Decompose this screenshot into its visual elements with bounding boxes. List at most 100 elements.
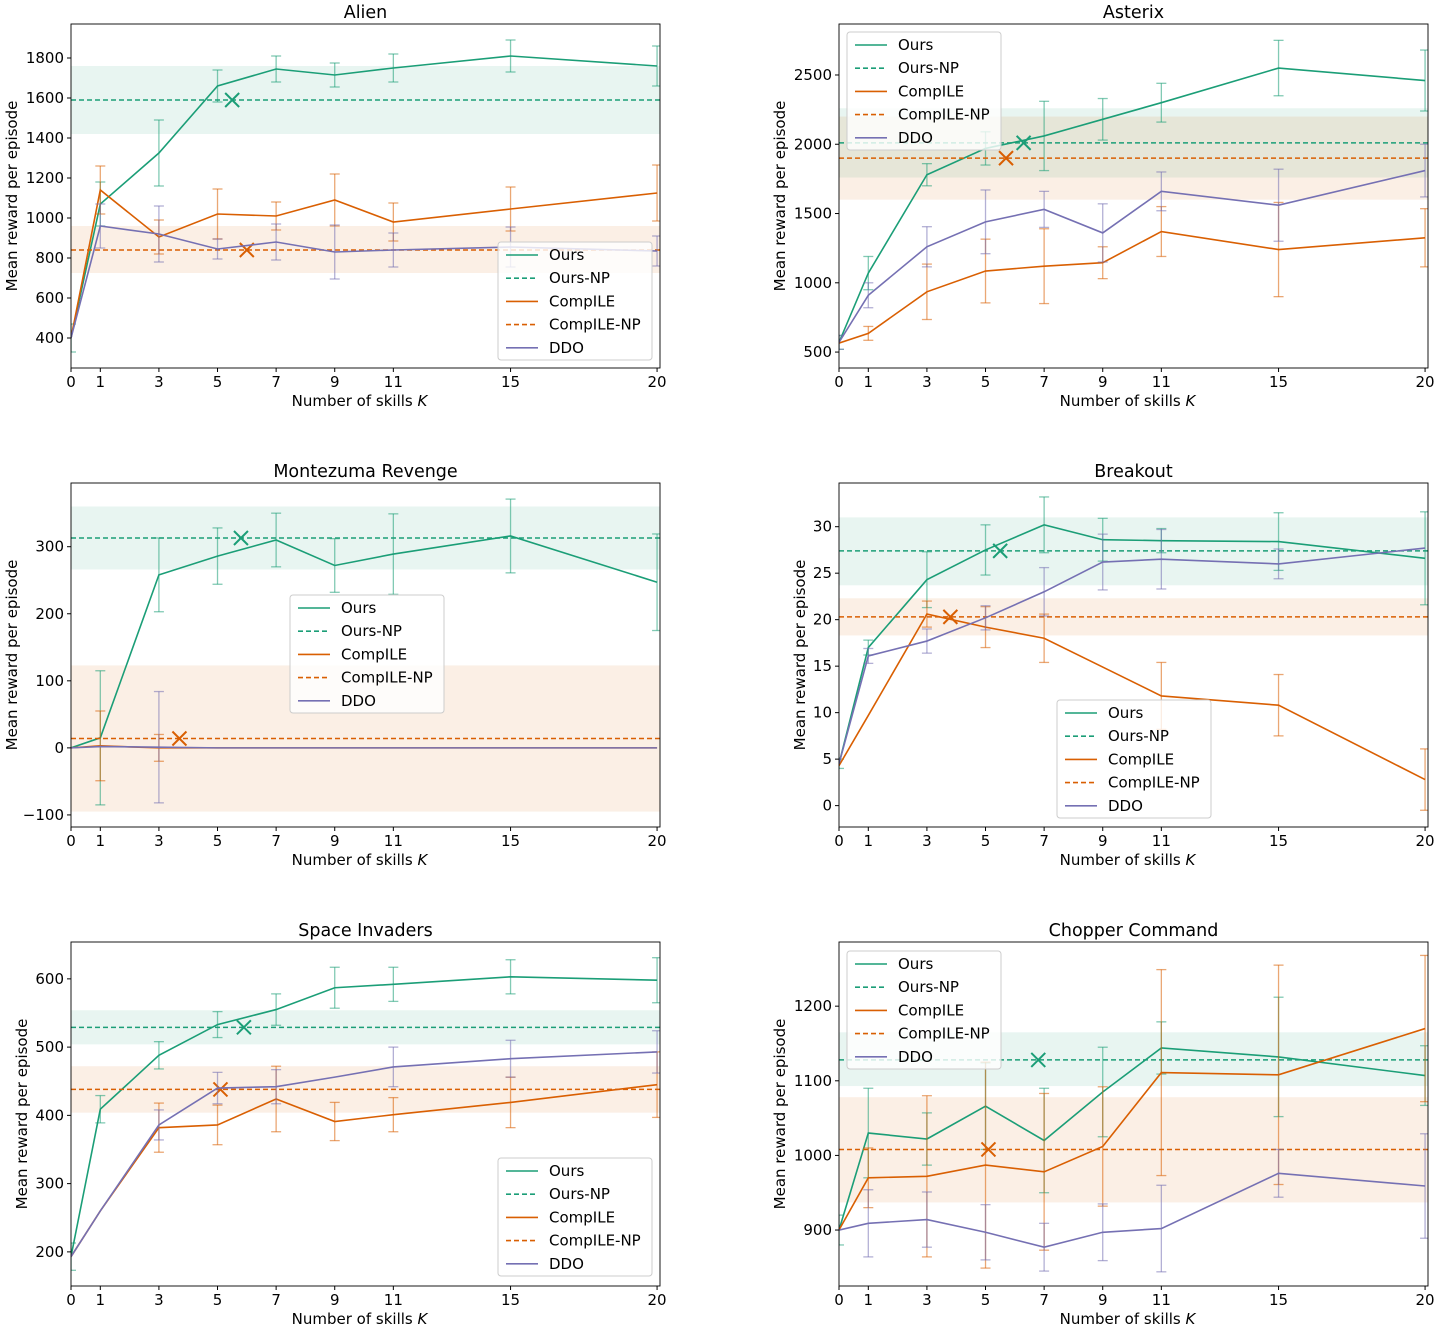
y-tick-label: 1200 bbox=[26, 169, 64, 187]
legend-label: CompILE bbox=[898, 82, 964, 100]
y-tick-label: 400 bbox=[35, 1106, 64, 1124]
legend-item-compile: CompILE bbox=[298, 645, 407, 663]
legend-label: Ours-NP bbox=[898, 978, 959, 996]
x-tick-label: 7 bbox=[271, 373, 281, 391]
series-line-ours bbox=[71, 535, 658, 749]
x-tick-label: 3 bbox=[922, 832, 932, 850]
subplot-asterix: 0 1 3 5 7 9 11 15 20 500 1000 1500 2000 2500 Asterix Nu… bbox=[771, 3, 1435, 410]
legend-item-compile-np: CompILE-NP bbox=[506, 316, 641, 334]
y-axis-label: Mean reward per episode bbox=[13, 1019, 31, 1210]
axes-frame bbox=[838, 482, 1429, 828]
x-axis-label-symbol: K bbox=[418, 1310, 429, 1325]
legend-item-ours: Ours bbox=[506, 1162, 584, 1180]
legend-item-ddo: DDO bbox=[506, 1255, 584, 1273]
subplot-alien: 0 1 3 5 7 9 11 15 20 400 600 800 1000 1200 1400 1600 180… bbox=[3, 3, 667, 410]
x-tick-label: 7 bbox=[271, 1291, 281, 1309]
x-axis-label-text: Number of skills bbox=[1060, 851, 1186, 869]
series-line-compile bbox=[839, 1027, 1426, 1231]
x-tick-label: 15 bbox=[1269, 1291, 1288, 1309]
x-axis-label: Number of skills K bbox=[292, 392, 429, 410]
axes-frame bbox=[70, 941, 661, 1287]
legend-item-ours-np: Ours-NP bbox=[855, 59, 959, 77]
marker-x-ours-np bbox=[1030, 1052, 1046, 1068]
x-tick-label: 20 bbox=[1416, 832, 1435, 850]
legend-label: DDO bbox=[549, 1255, 584, 1273]
x-tick-label: 11 bbox=[1152, 1291, 1171, 1309]
x-tick-label: 7 bbox=[271, 832, 281, 850]
y-tick-label: 600 bbox=[35, 970, 64, 988]
legend-label: CompILE bbox=[549, 1208, 615, 1226]
legend-label: CompILE-NP bbox=[898, 106, 990, 124]
legend-label: Ours bbox=[898, 955, 933, 973]
legend: Ours Ours-NP CompILE CompILE-NP DDO bbox=[289, 594, 445, 714]
axes-frame bbox=[70, 23, 661, 369]
marker-x-compile-np bbox=[171, 730, 188, 747]
x-tick-label: 9 bbox=[1098, 373, 1108, 391]
legend-box bbox=[1056, 699, 1212, 819]
series-line-compile bbox=[839, 230, 1426, 344]
x-tick-label: 0 bbox=[834, 832, 844, 850]
y-tick-label: 400 bbox=[35, 329, 64, 347]
marker-stroke bbox=[998, 150, 1014, 166]
legend-item-compile-np: CompILE-NP bbox=[855, 1025, 990, 1043]
x-tick-label: 0 bbox=[66, 1291, 76, 1309]
marker-x-ours-np bbox=[1015, 135, 1032, 151]
legend-item-compile-np: CompILE-NP bbox=[1065, 774, 1200, 792]
subplot-title: Alien bbox=[344, 3, 388, 23]
y-tick-label: 1000 bbox=[26, 209, 64, 227]
x-tick-label: 0 bbox=[834, 373, 844, 391]
marker-stroke bbox=[212, 1081, 229, 1098]
marker-stroke bbox=[980, 1141, 997, 1158]
series-line-ddo bbox=[839, 1172, 1426, 1249]
plot-area bbox=[71, 498, 660, 812]
x-tick-label: 3 bbox=[154, 1291, 164, 1309]
subplot-title: Chopper Command bbox=[1049, 921, 1219, 941]
x-tick-label: 3 bbox=[922, 373, 932, 391]
y-tick-label: 1600 bbox=[26, 89, 64, 107]
y-tick-label: 1000 bbox=[794, 274, 832, 292]
marker-x-compile-np bbox=[998, 150, 1014, 166]
y-tick-label: 100 bbox=[35, 672, 64, 690]
subplot-title: Montezuma Revenge bbox=[273, 462, 457, 482]
legend-item-compile: CompILE bbox=[506, 1208, 615, 1226]
x-tick-label: 0 bbox=[834, 1291, 844, 1309]
x-tick-label: 15 bbox=[1269, 373, 1288, 391]
x-axis-label: Number of skills K bbox=[1060, 1310, 1197, 1325]
legend: Ours Ours-NP CompILE CompILE-NP DDO bbox=[497, 1157, 653, 1277]
subplot-chopper-command: 0 1 3 5 7 9 11 15 20 900 1000 1100 1200 Chopper Comma… bbox=[771, 921, 1435, 1328]
marker-stroke bbox=[1015, 135, 1032, 151]
legend-item-ddo: DDO bbox=[1065, 797, 1143, 815]
y-tick-label: 900 bbox=[803, 1221, 832, 1239]
legend-label: Ours-NP bbox=[1108, 727, 1169, 745]
y-axis-label: Mean reward per episode bbox=[3, 101, 21, 292]
x-axis-label-text: Number of skills bbox=[1060, 392, 1186, 410]
x-tick-label: 5 bbox=[981, 832, 991, 850]
legend-item-compile: CompILE bbox=[1065, 750, 1174, 768]
x-axis-label-symbol: K bbox=[418, 851, 429, 869]
series-line-ddo bbox=[71, 1051, 658, 1258]
x-tick-label: 20 bbox=[648, 832, 667, 850]
x-tick-label: 9 bbox=[330, 832, 340, 850]
x-tick-label: 9 bbox=[1098, 832, 1108, 850]
marker-x-compile-np bbox=[980, 1141, 997, 1158]
legend-label: DDO bbox=[898, 129, 933, 147]
legend: Ours Ours-NP CompILE CompILE-NP DDO bbox=[846, 31, 1002, 151]
x-tick-label: 20 bbox=[1416, 373, 1435, 391]
marker-stroke bbox=[992, 543, 1008, 559]
y-axis-label: Mean reward per episode bbox=[771, 101, 789, 292]
plot-area bbox=[71, 957, 660, 1271]
series-line-ours bbox=[839, 67, 1426, 343]
legend-label: Ours-NP bbox=[549, 1185, 610, 1203]
x-tick-label: 1 bbox=[864, 1291, 874, 1309]
x-axis-label-symbol: K bbox=[1186, 392, 1197, 410]
x-tick-label: 5 bbox=[213, 1291, 223, 1309]
errorbar-compile bbox=[1420, 954, 1428, 1103]
x-axis-label: Number of skills K bbox=[1060, 851, 1197, 869]
legend-item-ours: Ours bbox=[855, 36, 933, 54]
x-tick-label: 11 bbox=[1152, 832, 1171, 850]
y-tick-label: 30 bbox=[813, 518, 832, 536]
legend-label: Ours bbox=[341, 599, 376, 617]
axes-frame bbox=[70, 482, 661, 828]
